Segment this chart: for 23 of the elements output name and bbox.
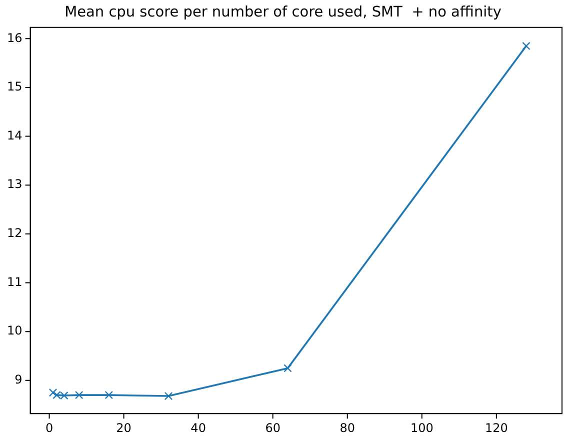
point [522,42,530,50]
point [74,390,84,400]
x-tick-label: 80 [340,420,356,435]
x-tick-label: 100 [410,420,434,435]
x-tick-label: 40 [190,420,206,435]
x-tick-label: 20 [116,420,132,435]
y-tick-label: 14 [6,128,22,142]
x-tick-label: 120 [484,420,508,435]
y-tick-label: 12 [6,226,22,240]
point [48,388,58,397]
y-tick-label: 11 [6,274,22,289]
x-tick-label: 60 [265,420,280,435]
x-tick-label: 0 [45,420,54,435]
point [60,391,68,400]
y-tick-label: 15 [6,80,22,94]
y-tick-label: 9 [14,372,22,387]
y-tick-label: 16 [6,30,22,45]
y-tick-label: 10 [6,324,22,338]
point [284,364,292,372]
point [104,390,114,400]
point [164,392,173,400]
y-tick-label: 13 [6,177,22,192]
chart-title: Mean cpu score per number of core used, SMT + no affinity [64,4,502,20]
